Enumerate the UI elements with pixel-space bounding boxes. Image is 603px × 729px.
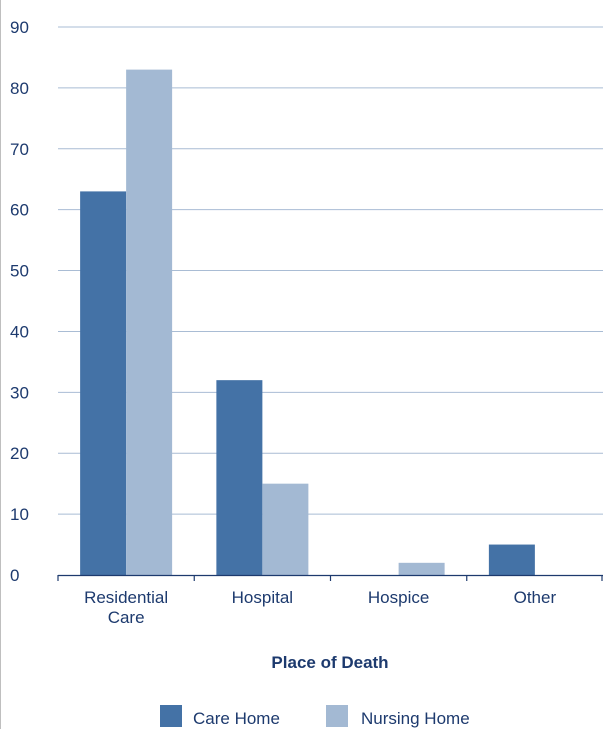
y-tick-label: 40 — [10, 322, 29, 341]
x-axis-title: Place of Death — [271, 653, 388, 672]
legend-label: Nursing Home — [361, 709, 470, 728]
bar-nursing-home — [398, 562, 445, 575]
legend-swatch-nursing-home — [326, 705, 348, 727]
bar-nursing-home — [262, 483, 309, 575]
x-tick-label: Residential — [84, 588, 168, 607]
bar-care-home — [80, 191, 127, 575]
y-tick-label: 90 — [10, 18, 29, 37]
bar-care-home — [216, 380, 263, 575]
y-tick-label: 10 — [10, 505, 29, 524]
legend: Care Home Nursing Home — [160, 705, 470, 728]
y-tick-label: 70 — [10, 140, 29, 159]
x-tick-label: Other — [514, 588, 557, 607]
x-tick-label: Hospice — [368, 588, 429, 607]
bar-care-home — [488, 544, 535, 575]
legend-label: Care Home — [193, 709, 280, 728]
x-tick-label: Care — [108, 608, 145, 627]
y-tick-label: 60 — [10, 201, 29, 220]
y-tick-label: 50 — [10, 262, 29, 281]
y-tick-label: 80 — [10, 79, 29, 98]
x-tick-label: Hospital — [232, 588, 293, 607]
y-tick-label: 30 — [10, 383, 29, 402]
bars — [80, 69, 535, 575]
y-tick-label: 0 — [10, 566, 19, 585]
y-axis-ticks: 0 10 20 30 40 50 60 70 80 90 — [10, 18, 29, 585]
legend-swatch-care-home — [160, 705, 182, 727]
y-tick-label: 20 — [10, 444, 29, 463]
bar-nursing-home — [126, 69, 173, 575]
